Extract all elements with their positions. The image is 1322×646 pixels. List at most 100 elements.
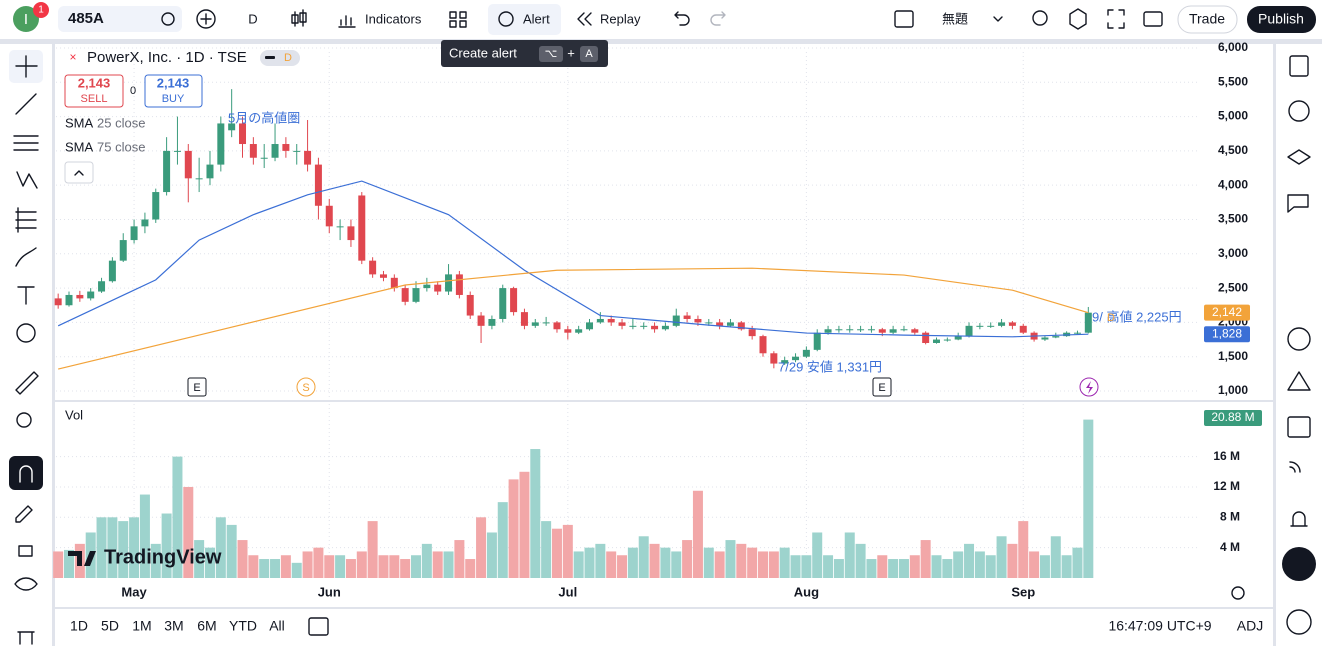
volume-badge (1204, 410, 1262, 426)
candle-body (282, 144, 290, 151)
volume-bar (801, 555, 812, 578)
settings-button[interactable] (1069, 8, 1087, 30)
trend-line-tool[interactable] (15, 93, 37, 115)
forecast-tool[interactable] (15, 207, 37, 233)
quick-search[interactable] (1032, 10, 1048, 26)
spread: 0 (130, 85, 136, 97)
interval[interactable]: D (248, 11, 257, 26)
layout-icon[interactable] (894, 10, 914, 28)
chat-button[interactable] (1287, 194, 1309, 213)
trade-button[interactable] (1177, 5, 1238, 34)
alert-button[interactable]: Alert (523, 11, 550, 26)
volume-bar (682, 540, 693, 578)
legend-title: PowerX, Inc. · 1D · TSE (87, 49, 247, 66)
magnet-tool[interactable] (9, 456, 43, 490)
remove-icon[interactable]: × (69, 50, 76, 64)
adj-button[interactable]: ADJ (1237, 618, 1263, 634)
lock-tool[interactable] (18, 545, 33, 557)
volume-bar (833, 559, 844, 578)
volume-bar (486, 532, 497, 578)
volume-bar (996, 536, 1007, 578)
volume-bar (400, 559, 411, 578)
templates-button[interactable] (449, 11, 467, 28)
apps-button[interactable] (1282, 547, 1316, 581)
candle-body (423, 284, 431, 289)
lock-drawing-tool[interactable] (15, 505, 33, 523)
range-button[interactable]: YTD (229, 618, 257, 634)
calendar-button[interactable] (1287, 416, 1311, 438)
range-button[interactable]: 1M (132, 618, 151, 634)
collapse-legend[interactable] (64, 161, 94, 184)
candle-body (336, 226, 344, 228)
help-button[interactable] (1286, 609, 1312, 635)
candle-body (228, 123, 236, 131)
alerts-button[interactable] (1288, 100, 1310, 122)
delete-tool[interactable] (17, 631, 35, 645)
x-tick-label: Aug (794, 584, 819, 599)
candle-body (304, 150, 312, 165)
range-button[interactable]: All (269, 618, 285, 634)
stream-button[interactable] (1289, 461, 1301, 473)
candle-body (792, 356, 800, 361)
volume-bar (345, 559, 356, 578)
layers-button[interactable] (1287, 149, 1311, 165)
range-button[interactable]: 5D (101, 618, 119, 634)
annotation: 7/29 安値 1,331円 (778, 359, 882, 374)
target-button[interactable] (1287, 327, 1311, 351)
y-tick-label: 2,500 (1218, 280, 1248, 294)
candle-body (347, 226, 355, 241)
volume-bar (411, 555, 422, 578)
watermark: TradingView (104, 546, 222, 568)
event-marker (872, 377, 892, 397)
volume-bar (530, 449, 541, 578)
candle-body (900, 329, 908, 331)
snapshot-button[interactable] (1143, 11, 1163, 27)
fib-tool[interactable] (13, 135, 39, 151)
candle-body (130, 226, 138, 241)
axis-settings[interactable] (1231, 586, 1245, 600)
collapse-icon (74, 170, 84, 176)
icon-tool[interactable] (16, 323, 36, 343)
watermark-logo (68, 551, 96, 566)
buy-button[interactable] (144, 74, 203, 108)
candle-body (325, 205, 333, 227)
y-tick-label: 3,000 (1218, 246, 1248, 260)
bottom-bar (55, 609, 1273, 646)
sell-button[interactable] (64, 74, 124, 108)
crosshair-tool[interactable] (15, 55, 38, 78)
add-symbol-button[interactable] (196, 9, 216, 29)
layout-name[interactable]: 無題 (942, 11, 968, 26)
undo-button[interactable] (674, 11, 690, 26)
volume-bar (551, 528, 562, 578)
watchlist-button[interactable] (1289, 55, 1309, 77)
hide-tool[interactable] (14, 577, 38, 591)
range-button[interactable]: 1D (70, 618, 88, 634)
candle-body (412, 288, 420, 302)
symbol-search[interactable] (58, 6, 182, 32)
volume-bar (129, 517, 140, 578)
volume-bar (595, 543, 606, 578)
pattern-tool[interactable] (16, 171, 38, 189)
candle-body (618, 322, 626, 326)
shortcut-plus: + (567, 45, 575, 60)
redo-button[interactable] (710, 11, 726, 26)
avatar[interactable] (13, 6, 39, 32)
text-tool[interactable] (17, 286, 35, 305)
fullscreen-button[interactable] (1107, 9, 1125, 29)
ideas-button[interactable] (1287, 371, 1311, 391)
candle-body (173, 150, 181, 152)
range-button[interactable]: 3M (164, 618, 183, 634)
badge-dash (265, 56, 275, 59)
range-button[interactable]: 6M (197, 618, 216, 634)
layout-menu[interactable] (993, 16, 1003, 22)
volume-bar (1018, 521, 1029, 578)
goto-date-button[interactable] (308, 617, 329, 636)
publish-button[interactable] (1247, 6, 1316, 33)
replay-button[interactable]: Replay (600, 11, 641, 26)
brush-tool[interactable] (15, 247, 37, 267)
measure-tool[interactable] (15, 371, 39, 395)
notifications-button[interactable] (1290, 511, 1308, 527)
chart-type-button[interactable] (291, 9, 307, 27)
indicators-button[interactable]: Indicators (365, 11, 422, 26)
zoom-tool[interactable] (16, 412, 32, 428)
